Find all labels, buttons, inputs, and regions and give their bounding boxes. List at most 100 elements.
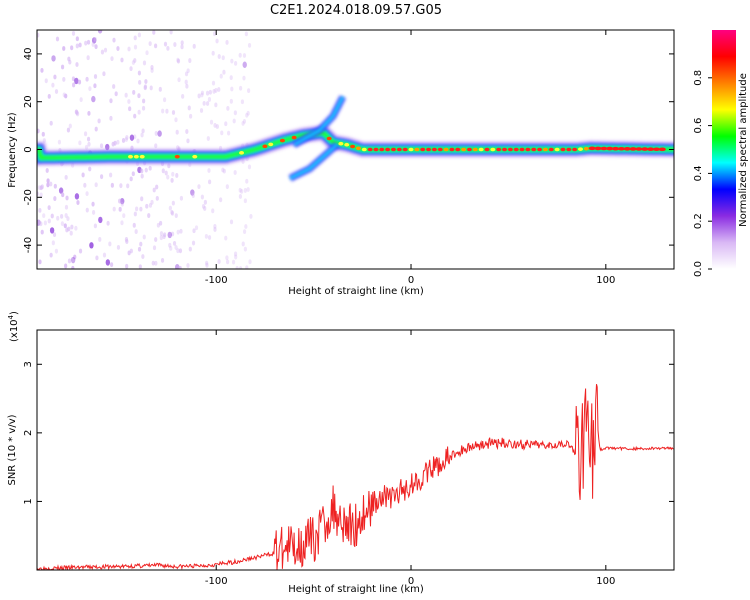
colorbar-tick-label: 0.6 [693, 118, 704, 134]
noise-speck [222, 168, 226, 174]
noise-speck [37, 128, 40, 134]
noise-speck [205, 101, 210, 106]
noise-speck [171, 110, 176, 115]
noise-speck [129, 134, 135, 141]
noise-speck [132, 90, 136, 95]
noise-speck [179, 228, 183, 234]
noise-speck [138, 79, 142, 85]
noise-speck [230, 58, 234, 64]
ridge-hotspot [338, 141, 344, 146]
noise-speck [174, 245, 178, 250]
noise-speck [245, 112, 249, 118]
noise-speck [127, 99, 131, 104]
ridge-hotspot [542, 147, 548, 152]
noise-speck [91, 201, 95, 207]
noise-speck [40, 229, 44, 235]
ridge-hotspot [449, 147, 455, 152]
noise-speck [246, 110, 250, 116]
noise-speck [243, 198, 247, 204]
noise-speck [149, 85, 153, 91]
noise-speck [86, 136, 91, 142]
ridge-hotspot [652, 147, 660, 152]
noise-speck [197, 184, 201, 190]
noise-speck [76, 200, 80, 205]
noise-speck [205, 262, 209, 268]
noise-speck [159, 235, 163, 241]
ridge-hotspot [513, 147, 519, 152]
noise-speck [70, 45, 74, 51]
noise-speck [45, 168, 49, 173]
noise-speck [187, 105, 191, 111]
noise-speck [204, 233, 209, 239]
ridge-hotspot [192, 154, 198, 159]
noise-speck [148, 202, 153, 208]
noise-speck [49, 181, 53, 187]
noise-speck [203, 206, 207, 211]
noise-speck [217, 87, 221, 92]
noise-speck [233, 251, 238, 257]
noise-speck [65, 227, 69, 233]
branch-core [289, 143, 339, 180]
noise-speck [185, 83, 189, 89]
noise-speck [206, 136, 210, 141]
noise-speck [225, 40, 229, 45]
spectrogram-ytick-label: 40 [23, 48, 34, 61]
ridge-hotspot [572, 147, 578, 152]
noise-speck [109, 115, 113, 121]
ridge-hotspot [461, 147, 467, 152]
noise-speck [112, 206, 116, 212]
noise-speck [220, 130, 224, 136]
noise-speck [97, 30, 103, 34]
noise-speck [116, 139, 120, 145]
noise-speck [103, 47, 108, 53]
noise-speck [142, 234, 146, 240]
noise-speck [233, 170, 237, 175]
noise-speck [175, 263, 180, 269]
spectrogram-xlabel: Height of straight line (km) [288, 286, 424, 297]
noise-speck [205, 90, 210, 96]
noise-speck [137, 109, 141, 115]
figure-title: C2E1.2024.018.09.57.G05 [270, 3, 442, 18]
noise-speck [100, 49, 105, 55]
noise-speck [244, 224, 248, 229]
noise-speck [137, 32, 142, 38]
ridge-hotspot [420, 147, 426, 152]
ridge-hotspot [367, 147, 373, 152]
noise-speck [224, 235, 228, 241]
ridge-hotspot [455, 147, 461, 152]
colorbar-tick-label: 0.2 [693, 213, 704, 229]
noise-speck [170, 209, 174, 215]
noise-speck [143, 85, 147, 91]
ridge-hotspot [379, 147, 385, 152]
noise-speck [118, 198, 122, 204]
noise-speck [174, 117, 178, 123]
noise-speck [73, 254, 77, 260]
noise-speck [56, 215, 60, 221]
noise-speck [50, 213, 54, 219]
noise-speck [145, 50, 149, 56]
snr-series-line [37, 383, 674, 570]
noise-speck [229, 219, 234, 225]
noise-speck [221, 55, 225, 61]
ridge-hotspot [647, 147, 655, 151]
noise-speck [232, 118, 236, 124]
noise-speck [85, 191, 89, 197]
noise-speck [74, 77, 79, 85]
noise-speck [242, 75, 246, 81]
noise-speck [150, 199, 154, 205]
snr-xtick-label: 100 [596, 576, 615, 587]
noise-speck [171, 200, 175, 206]
noise-speck [70, 224, 74, 230]
noise-speck [122, 213, 126, 219]
noise-speck [144, 167, 148, 173]
noise-speck [226, 130, 231, 136]
noise-speck [219, 197, 223, 203]
noise-speck [203, 199, 207, 205]
ridge-hotspot [472, 147, 478, 152]
ridge-hotspot [554, 147, 560, 152]
noise-speck [163, 232, 167, 238]
noise-speck [105, 259, 111, 266]
noise-speck [140, 132, 144, 138]
noise-speck [98, 216, 103, 224]
ridge-hotspot [431, 147, 437, 152]
